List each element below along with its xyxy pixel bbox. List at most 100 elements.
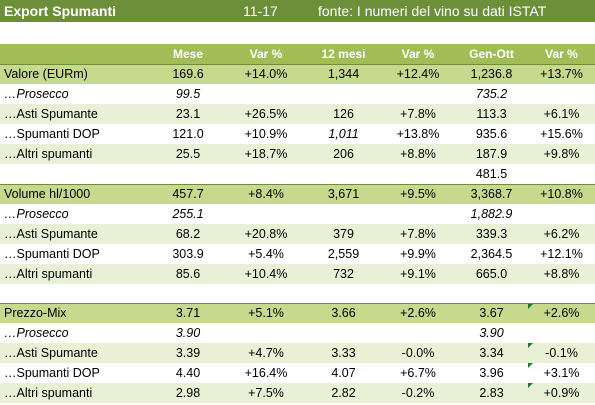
value-cell: 3.39 (150, 343, 226, 363)
value-cell: 3.90 (150, 323, 226, 343)
value-cell: +13.8% (381, 124, 455, 144)
row-label: …Altri spumanti (0, 144, 150, 164)
empty-cell (226, 284, 306, 303)
value-cell: 255.1 (150, 204, 226, 224)
value-cell: +4.7% (226, 343, 306, 363)
empty-cell (381, 164, 455, 184)
value-cell: +12.4% (381, 63, 455, 84)
empty-cell (150, 164, 226, 184)
value-cell: 3.66 (306, 302, 381, 323)
column-header: Var % (226, 44, 306, 64)
value-cell (528, 323, 595, 343)
table-row: …Asti Spumante 68.2 +20.8% 379 +7.8% 339.3 +6.… (0, 224, 595, 244)
value-cell: 206 (306, 144, 381, 164)
table-row: …Altri spumanti 25.5 +18.7% 206 +8.8% 187.9 +9… (0, 144, 595, 164)
value-cell: +9.9% (381, 244, 455, 264)
row-label: …Asti Spumante (0, 224, 150, 244)
page-title: Export Spumanti (4, 3, 117, 19)
table-row: …Asti Spumante 23.1 +26.5% 126 +7.8% 113.3 +6.… (0, 104, 595, 124)
value-cell: +9.5% (381, 183, 455, 204)
value-cell: +0.9% (528, 383, 595, 403)
value-cell: 457.7 (150, 183, 226, 204)
table-row: …Spumanti DOP 303.9 +5.4% 2,559 +9.9% 2,364.5… (0, 244, 595, 264)
period-label: 11-17 (243, 3, 278, 19)
value-cell: 3.33 (306, 343, 381, 363)
value-cell (306, 84, 381, 104)
value-cell: 4.07 (306, 363, 381, 383)
empty-cell (381, 284, 455, 303)
table-row: …Prosecco 99.5 735.2 (0, 84, 595, 104)
value-cell: 665.0 (455, 264, 528, 284)
value-cell: -0.1% (528, 343, 595, 363)
export-table: Mese Var % 12 mesi Var % Gen-Ott Var % Valore … (0, 44, 595, 403)
value-cell: -0.0% (381, 343, 455, 363)
value-cell: 2,364.5 (455, 244, 528, 264)
empty-cell (528, 284, 595, 303)
section-total-row: Prezzo-Mix 3.71 +5.1% 3.66 +2.6% 3.67 +2.6% (0, 302, 595, 323)
value-cell: +7.8% (381, 104, 455, 124)
value-cell (226, 323, 306, 343)
value-cell: 2.98 (150, 383, 226, 403)
empty-cell (455, 284, 528, 303)
value-cell (381, 204, 455, 224)
value-cell: +15.6% (528, 124, 595, 144)
title-banner: Export Spumanti 11-17 fonte: I numeri de… (0, 0, 595, 22)
empty-cell (150, 284, 226, 303)
empty-cell (306, 164, 381, 184)
value-cell: +20.8% (226, 224, 306, 244)
value-cell: 303.9 (150, 244, 226, 264)
column-header (0, 44, 150, 64)
column-header: Var % (528, 44, 595, 64)
table-row: …Spumanti DOP 121.0 +10.9% 1,011 +13.8% 935.6… (0, 124, 595, 144)
value-cell: 735.2 (455, 84, 528, 104)
row-label: Valore (EURm) (0, 63, 150, 84)
value-cell: 3.34 (455, 343, 528, 363)
value-cell: +12.1% (528, 244, 595, 264)
value-cell: 3.90 (455, 323, 528, 343)
value-cell: 379 (306, 224, 381, 244)
section-total-row: Valore (EURm) 169.6 +14.0% 1,344 +12.4% 1,236… (0, 63, 595, 84)
column-header: Var % (381, 44, 455, 64)
value-cell: +10.4% (226, 264, 306, 284)
value-cell: 3.71 (150, 302, 226, 323)
row-label: …Altri spumanti (0, 383, 150, 403)
row-label: …Prosecco (0, 204, 150, 224)
empty-cell (0, 284, 150, 303)
value-cell: +5.1% (226, 302, 306, 323)
value-cell (306, 323, 381, 343)
value-cell: 85.6 (150, 264, 226, 284)
table-row: …Altri spumanti 2.98 +7.5% 2.82 -0.2% 2.83 +0.… (0, 383, 595, 403)
value-cell: 3.67 (455, 302, 528, 323)
row-label: …Prosecco (0, 84, 150, 104)
value-cell: 3,671 (306, 183, 381, 204)
value-cell: +8.8% (528, 264, 595, 284)
value-cell (226, 84, 306, 104)
value-cell: 732 (306, 264, 381, 284)
value-cell: 1,344 (306, 63, 381, 84)
value-cell: +2.6% (528, 302, 595, 323)
table-row: …Spumanti DOP 4.40 +16.4% 4.07 +6.7% 3.96 +3.1… (0, 363, 595, 383)
empty-cell (0, 164, 150, 184)
row-label: …Spumanti DOP (0, 244, 150, 264)
column-header: 12 mesi (306, 44, 381, 64)
value-cell: 169.6 (150, 63, 226, 84)
value-cell: 2.83 (455, 383, 528, 403)
value-cell: 935.6 (455, 124, 528, 144)
value-cell: +2.6% (381, 302, 455, 323)
value-cell: +8.4% (226, 183, 306, 204)
value-cell: 23.1 (150, 104, 226, 124)
table-row: …Prosecco 3.90 3.90 (0, 323, 595, 343)
section-total-row: Volume hl/1000 457.7 +8.4% 3,671 +9.5% 3,368.… (0, 183, 595, 204)
row-label: …Asti Spumante (0, 343, 150, 363)
value-cell: +9.1% (381, 264, 455, 284)
value-cell: +6.1% (528, 104, 595, 124)
value-cell (306, 204, 381, 224)
row-label: …Altri spumanti (0, 264, 150, 284)
value-cell: +13.7% (528, 63, 595, 84)
value-cell: 1,011 (306, 124, 381, 144)
row-label: …Prosecco (0, 323, 150, 343)
value-cell: +6.7% (381, 363, 455, 383)
value-cell: +14.0% (226, 63, 306, 84)
value-cell (528, 204, 595, 224)
value-cell: 3.96 (455, 363, 528, 383)
